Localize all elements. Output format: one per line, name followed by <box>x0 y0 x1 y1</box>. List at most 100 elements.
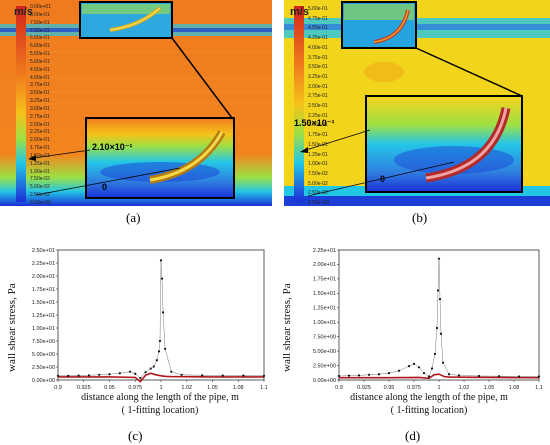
x-tick-label: 1.05 <box>207 385 218 391</box>
series-point <box>77 374 80 377</box>
chart-d-xlabel2: ( 1-fitting location) <box>390 405 468 416</box>
series-point <box>155 359 158 362</box>
series-point <box>164 347 167 350</box>
panel-a-unit: m/s <box>14 6 33 18</box>
series-point <box>377 373 381 376</box>
series-point <box>497 375 501 378</box>
series-point <box>537 375 541 378</box>
legend-label: 3.25e-01 <box>308 73 328 80</box>
series-point <box>427 375 431 378</box>
legend-label: 3.50e-01 <box>308 64 328 71</box>
legend-label: 3.00e-01 <box>308 83 328 90</box>
series-point <box>407 365 411 368</box>
series-point <box>67 374 70 377</box>
series-point <box>436 289 440 292</box>
legend-label: 2.75e-01 <box>308 93 328 100</box>
y-tick-label: 2.50e+01 <box>32 248 55 254</box>
series-point <box>161 311 165 314</box>
series-line-1 <box>338 258 539 377</box>
color-legend <box>294 6 304 202</box>
y-tick-label: 5.00e+00 <box>32 352 55 358</box>
series-point <box>422 371 426 375</box>
series-point <box>242 374 245 377</box>
y-tick-label: 1.75e+01 <box>313 277 336 283</box>
legend-label: 2.50e-01 <box>308 103 328 109</box>
series-point <box>152 365 155 368</box>
series-point <box>129 370 132 373</box>
panel-a: m/s 0.00e+01 8.00e-01 7.50e-01 7.00e-01 6.50… <box>0 0 272 230</box>
panel-b-label: (b) <box>412 210 428 225</box>
series-point <box>457 374 461 377</box>
y-tick-label: 1.00e+01 <box>32 326 55 332</box>
series-point <box>347 374 351 377</box>
x-tick-label: 1.1 <box>260 385 268 391</box>
panel-a-label: (a) <box>126 210 141 225</box>
series-point <box>98 373 101 376</box>
legend-label: 2.00e-01 <box>30 137 50 144</box>
panel-b-unit: m/s <box>290 6 309 18</box>
legend-label: 3.00e-01 <box>30 105 50 112</box>
legend-label: 4.50e-01 <box>30 66 50 73</box>
legend-label: 5.00e-01 <box>308 6 328 12</box>
legend-label: 2.50e-02 <box>308 190 328 197</box>
legend-label: 1.00e-01 <box>30 168 50 175</box>
series-point <box>337 374 341 378</box>
y-tick-label: 5.00e+00 <box>313 349 336 355</box>
legend-label: 1.75e-01 <box>308 132 328 139</box>
panel-a-annotation-zero: 0 <box>102 182 108 192</box>
series-point <box>134 372 137 375</box>
series-point <box>157 350 161 353</box>
legend-label: 0.00e+01 <box>30 4 51 10</box>
series-point <box>87 374 90 377</box>
panel-a-contour <box>0 0 272 206</box>
y-tick-label: 1.75e+01 <box>32 287 55 293</box>
legend-label: 5.00e-02 <box>30 184 50 191</box>
legend-label: 3.75e-01 <box>30 82 50 89</box>
legend-label: 4.75e-01 <box>308 15 328 22</box>
series-point <box>439 332 443 335</box>
panel-d-label: (d) <box>405 428 421 443</box>
y-tick-label: 2.50e+00 <box>313 363 336 369</box>
series-point <box>56 374 60 377</box>
x-tick-label: 1.02 <box>459 385 470 391</box>
series-line-1 <box>58 260 265 379</box>
chart-d: 0.00e+00 2.50e+00 5.00e+00 7.50e+00 1.00e+01… <box>313 248 543 391</box>
legend-label: 1.75e-01 <box>30 145 50 152</box>
legend-label: 1.50e-01 <box>308 141 328 148</box>
x-tick-label: 1.1 <box>535 385 543 391</box>
series-point <box>357 374 361 377</box>
series-point <box>447 373 451 376</box>
y-tick-label: 1.25e+01 <box>313 306 336 312</box>
panel-b-annotation-max: 1.50×10⁻¹ <box>294 118 335 128</box>
series-point <box>158 339 162 343</box>
legend-label: 0.00e+00 <box>30 200 51 206</box>
y-tick-label: 7.50e+00 <box>313 334 336 340</box>
x-tick-label: 0.95 <box>104 385 115 391</box>
series-point <box>412 362 416 365</box>
series-point <box>159 259 163 262</box>
legend-label: 4.00e-01 <box>30 74 50 81</box>
legend-label: 1.00e-01 <box>308 161 328 168</box>
series-point <box>417 366 421 369</box>
legend-label: 8.00e-01 <box>30 11 50 18</box>
legend-label: 3.25e-01 <box>30 98 50 105</box>
y-tick-label: 2.25e+01 <box>313 248 336 254</box>
legend-label: 2.25e-01 <box>308 112 328 119</box>
series-point <box>441 361 445 364</box>
series-line-2 <box>339 373 540 380</box>
y-tick-label: 1.50e+01 <box>32 300 55 306</box>
y-tick-label: 2.25e+01 <box>32 261 55 267</box>
chart-c-xlabel2: ( 1-fitting location) <box>121 405 199 416</box>
chart-d-xlabel: distance along the length of the pipe, m <box>350 392 508 403</box>
series-point <box>437 257 441 260</box>
series-point <box>433 352 437 356</box>
y-tick-label: 2.00e+01 <box>313 262 336 268</box>
panel-c-label: (c) <box>128 428 143 443</box>
legend-label: 3.75e-01 <box>308 54 328 61</box>
chart-c-xlabel: distance along the length of the pipe, m <box>81 392 239 403</box>
x-tick-label: 1.02 <box>181 385 192 391</box>
legend-label: 2.00e-01 <box>308 122 328 129</box>
legend-label: 1.25e-01 <box>308 151 328 158</box>
y-tick-label: 7.50e+00 <box>32 339 55 345</box>
legend-label: 1.50e-01 <box>30 152 50 159</box>
